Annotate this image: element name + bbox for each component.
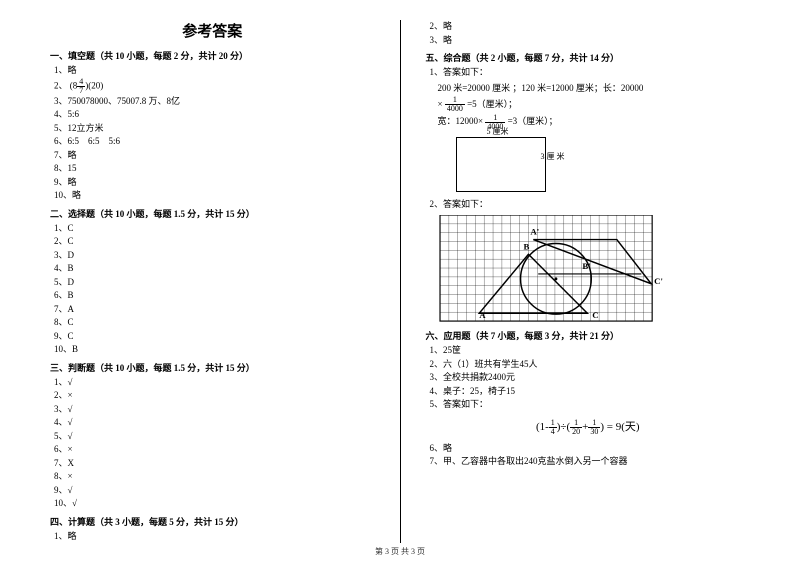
page: 参考答案 一、填空题（共 10 小题，每题 2 分，共计 20 分） 1、略 2… [0, 0, 800, 553]
s3-i2: 2、× [50, 389, 375, 403]
s5-line2: × 14000 =5（厘米）； [426, 96, 751, 113]
s3-i1: 1、√ [50, 376, 375, 390]
svg-text:A: A [479, 310, 486, 320]
s1-i1: 1、略 [50, 64, 375, 78]
doc-title: 参考答案 [50, 20, 375, 41]
s1-i9: 9、略 [50, 176, 375, 190]
frac-den: 20 [570, 428, 582, 436]
pre-i3: 3、略 [426, 34, 751, 48]
s5-i2: 2、答案如下： [426, 198, 751, 212]
s3-i8: 8、× [50, 470, 375, 484]
s6-formula: (1-14)÷(120+130) = 9(天) [426, 418, 751, 436]
left-column: 参考答案 一、填空题（共 10 小题，每题 2 分，共计 20 分） 1、略 2… [50, 20, 375, 543]
svg-text:A': A' [530, 227, 539, 237]
s5-i1: 1、答案如下： [426, 66, 751, 80]
s1-i2-suffix: )(20) [85, 80, 103, 90]
fd: ) = 9(天) [600, 421, 639, 433]
fraction-icon: 120 [570, 419, 582, 436]
l2-pre: × [438, 99, 443, 109]
grid-figure: A B C A' B' C' [436, 215, 666, 325]
s6-i4: 4、桌子：25，椅子15 [426, 385, 751, 399]
s6-i7: 7、甲、乙容器中各取出240克盐水倒入另一个容器 [426, 455, 751, 469]
rect-label-right: 3 厘 米 [541, 153, 565, 162]
s1-i2: 2、 (847)(20) [50, 78, 375, 95]
s2-i2: 2、C [50, 235, 375, 249]
l3-suf: =3（厘米）； [508, 116, 558, 126]
s1-i6: 6、6:5 6:5 5:6 [50, 135, 375, 149]
right-column: 2、略 3、略 五、综合题（共 2 小题，每题 7 分，共计 14 分） 1、答… [426, 20, 751, 543]
svg-text:C: C [592, 310, 598, 320]
s6-i6: 6、略 [426, 442, 751, 456]
svg-text:B: B [523, 241, 529, 251]
pre-i2: 2、略 [426, 20, 751, 34]
s3-i4: 4、√ [50, 416, 375, 430]
s3-i10: 10、√ [50, 497, 375, 511]
s2-i6: 6、B [50, 289, 375, 303]
section-2-head: 二、选择题（共 10 小题，每题 1.5 分，共计 15 分） [50, 207, 375, 220]
s3-i3: 3、√ [50, 403, 375, 417]
s5-line3: 宽：12000× 14000 =3（厘米）； [426, 113, 751, 130]
s2-i8: 8、C [50, 316, 375, 330]
s2-i1: 1、C [50, 222, 375, 236]
s1-i4: 4、5:6 [50, 108, 375, 122]
section-3-head: 三、判断题（共 10 小题，每题 1.5 分，共计 15 分） [50, 361, 375, 374]
s1-i10: 10、略 [50, 189, 375, 203]
column-divider [400, 20, 401, 543]
fraction-icon: 14 [549, 419, 557, 436]
s3-i7: 7、X [50, 457, 375, 471]
s6-i3: 3、全校共捐款2400元 [426, 371, 751, 385]
s6-i5: 5、答案如下： [426, 398, 751, 412]
s1-i2-prefix: 2、 [54, 80, 68, 90]
s3-i9: 9、√ [50, 484, 375, 498]
l3-pre: 宽：12000× [438, 116, 484, 126]
rectangle-figure: 5 厘米 3 厘 米 [456, 137, 546, 192]
svg-text:B': B' [582, 261, 590, 271]
fraction-icon: 130 [588, 419, 600, 436]
s2-i9: 9、C [50, 330, 375, 344]
s1-i7: 7、略 [50, 149, 375, 163]
s1-i8: 8、15 [50, 162, 375, 176]
s1-i2-mixed: (8 [70, 80, 78, 90]
s1-i3: 3、750078000、75007.8 万、8亿 [50, 95, 375, 109]
s6-i2: 2、六（1）班共有学生45人 [426, 358, 751, 372]
s5-line1: 200 米=20000 厘米 ；120 米=12000 厘米；长：20000 [426, 80, 751, 96]
s1-i5: 5、12立方米 [50, 122, 375, 136]
frac-den: 4 [549, 428, 557, 436]
fb: )÷( [557, 421, 570, 433]
section-5-head: 五、综合题（共 2 小题，每题 7 分，共计 14 分） [426, 51, 751, 64]
s4-i1: 1、略 [50, 530, 375, 544]
frac-den: 30 [588, 428, 600, 436]
page-footer: 第 3 页 共 3 页 [0, 546, 800, 557]
grid-svg: A B C A' B' C' [436, 215, 666, 325]
s2-i4: 4、B [50, 262, 375, 276]
svg-text:C': C' [654, 276, 663, 286]
s3-i6: 6、× [50, 443, 375, 457]
rect-label-top: 5 厘米 [487, 126, 509, 137]
s2-i3: 3、D [50, 249, 375, 263]
fa: (1- [536, 421, 549, 433]
s2-i7: 7、A [50, 303, 375, 317]
fraction-icon: 14000 [445, 96, 465, 113]
l2-suf: =5（厘米）； [467, 99, 517, 109]
s2-i10: 10、B [50, 343, 375, 357]
s3-i5: 5、√ [50, 430, 375, 444]
section-6-head: 六、应用题（共 7 小题，每题 3 分，共计 21 分） [426, 329, 751, 342]
section-1-head: 一、填空题（共 10 小题，每题 2 分，共计 20 分） [50, 49, 375, 62]
frac-den: 4000 [445, 105, 465, 113]
s2-i5: 5、D [50, 276, 375, 290]
s6-i1: 1、25筐 [426, 344, 751, 358]
section-4-head: 四、计算题（共 3 小题，每题 5 分，共计 15 分） [50, 515, 375, 528]
